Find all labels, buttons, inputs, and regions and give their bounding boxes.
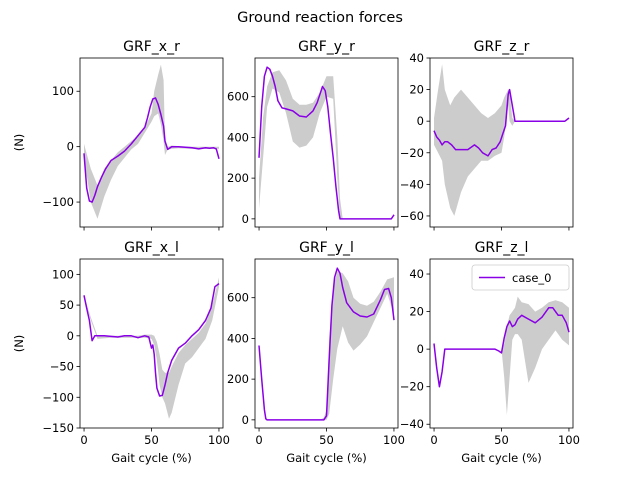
series-line-case-0 bbox=[83, 97, 220, 203]
y-tick-label: 600 bbox=[227, 90, 249, 104]
legend-label: case_0 bbox=[512, 271, 552, 285]
x-tick-label: 50 bbox=[494, 433, 509, 447]
variability-band bbox=[259, 70, 394, 219]
subplot-title: GRF_x_l bbox=[124, 240, 179, 256]
y-tick-label: 400 bbox=[227, 130, 249, 144]
subplot-title: GRF_z_l bbox=[475, 240, 529, 256]
y-tick-label: 0 bbox=[242, 212, 249, 226]
x-tick-label: 100 bbox=[558, 433, 580, 447]
y-tick-label: −100 bbox=[42, 390, 74, 404]
series-line-case-0 bbox=[433, 88, 570, 157]
series-line-case-0 bbox=[258, 267, 395, 421]
y-axis-label: (N) bbox=[12, 134, 26, 152]
variability-band bbox=[84, 277, 219, 419]
x-tick-label: 0 bbox=[255, 433, 262, 447]
series-line-case-0 bbox=[83, 283, 220, 397]
x-tick-label: 100 bbox=[383, 433, 405, 447]
subplot-title: GRF_z_r bbox=[474, 39, 530, 55]
x-tick-label: 50 bbox=[319, 433, 334, 447]
subplot-title: GRF_y_r bbox=[298, 39, 355, 55]
y-tick-label: −40 bbox=[400, 177, 424, 191]
variability-band bbox=[84, 64, 219, 219]
y-tick-label: 40 bbox=[409, 267, 424, 281]
y-tick-label: −100 bbox=[42, 195, 74, 209]
y-tick-label: 0 bbox=[67, 329, 74, 343]
y-tick-label: −20 bbox=[400, 380, 424, 394]
subplot-grid: −1000100GRF_x_r(N)0200400600GRF_y_r−60−4… bbox=[12, 39, 580, 465]
subplot-grf-y-r: 0 200 400 600 GRF_y_r bbox=[227, 39, 399, 231]
series-line-case-0 bbox=[433, 307, 570, 388]
variability-band bbox=[259, 271, 394, 420]
y-tick-label: 20 bbox=[409, 305, 424, 319]
x-tick-label: 100 bbox=[208, 433, 230, 447]
x-axis-label: Gait cycle (%) bbox=[461, 451, 542, 465]
legend: case_0 bbox=[471, 264, 570, 291]
y-tick-label: −40 bbox=[400, 417, 424, 431]
y-tick-label: 0 bbox=[67, 140, 74, 154]
x-axis-label: Gait cycle (%) bbox=[111, 451, 192, 465]
x-tick-label: 50 bbox=[144, 433, 159, 447]
y-tick-label: 0 bbox=[242, 413, 249, 427]
subplot-grf-z-l: −40 −20 0 20 40 0 50 100 GRF_z_l Gait cycle (%) ca… bbox=[400, 240, 580, 465]
subplot-grf-x-r: −100 0 100 GRF_x_r (N) bbox=[12, 39, 224, 231]
x-tick-label: 0 bbox=[430, 433, 437, 447]
y-tick-label: −50 bbox=[50, 360, 74, 374]
y-tick-label: 200 bbox=[227, 171, 249, 185]
y-tick-label: 600 bbox=[227, 291, 249, 305]
y-tick-label: −150 bbox=[42, 421, 74, 435]
subplot-grf-y-l: 0 200 400 600 0 50 100 GRF_y_l Gait cycle (%) bbox=[227, 240, 405, 465]
variability-band bbox=[434, 296, 569, 415]
y-tick-label: 400 bbox=[227, 331, 249, 345]
x-tick-label: 0 bbox=[80, 433, 87, 447]
subplot-grf-x-l: −150 −100 −50 0 50 100 0 50 100 GRF_x_l (N) Gait cy… bbox=[12, 240, 230, 465]
subplot-grf-z-r: −60 −40 −20 0 20 40 GRF_z_r bbox=[400, 39, 574, 231]
legend-box bbox=[471, 264, 570, 291]
subplot-title: GRF_y_l bbox=[299, 240, 354, 256]
y-tick-label: 0 bbox=[417, 114, 424, 128]
y-tick-label: 100 bbox=[52, 267, 74, 281]
y-tick-label: 40 bbox=[409, 51, 424, 65]
y-tick-label: 0 bbox=[417, 342, 424, 356]
y-axis-label: (N) bbox=[12, 335, 26, 353]
x-axis-label: Gait cycle (%) bbox=[286, 451, 367, 465]
y-tick-label: −20 bbox=[400, 146, 424, 160]
series-line-case-0 bbox=[258, 66, 395, 220]
y-tick-label: 100 bbox=[52, 84, 74, 98]
figure-title: Ground reaction forces bbox=[237, 10, 403, 26]
y-tick-label: −60 bbox=[400, 209, 424, 223]
y-tick-label: 50 bbox=[59, 298, 74, 312]
y-tick-label: 200 bbox=[227, 372, 249, 386]
y-tick-label: 20 bbox=[409, 83, 424, 97]
subplot-title: GRF_x_r bbox=[123, 39, 180, 55]
